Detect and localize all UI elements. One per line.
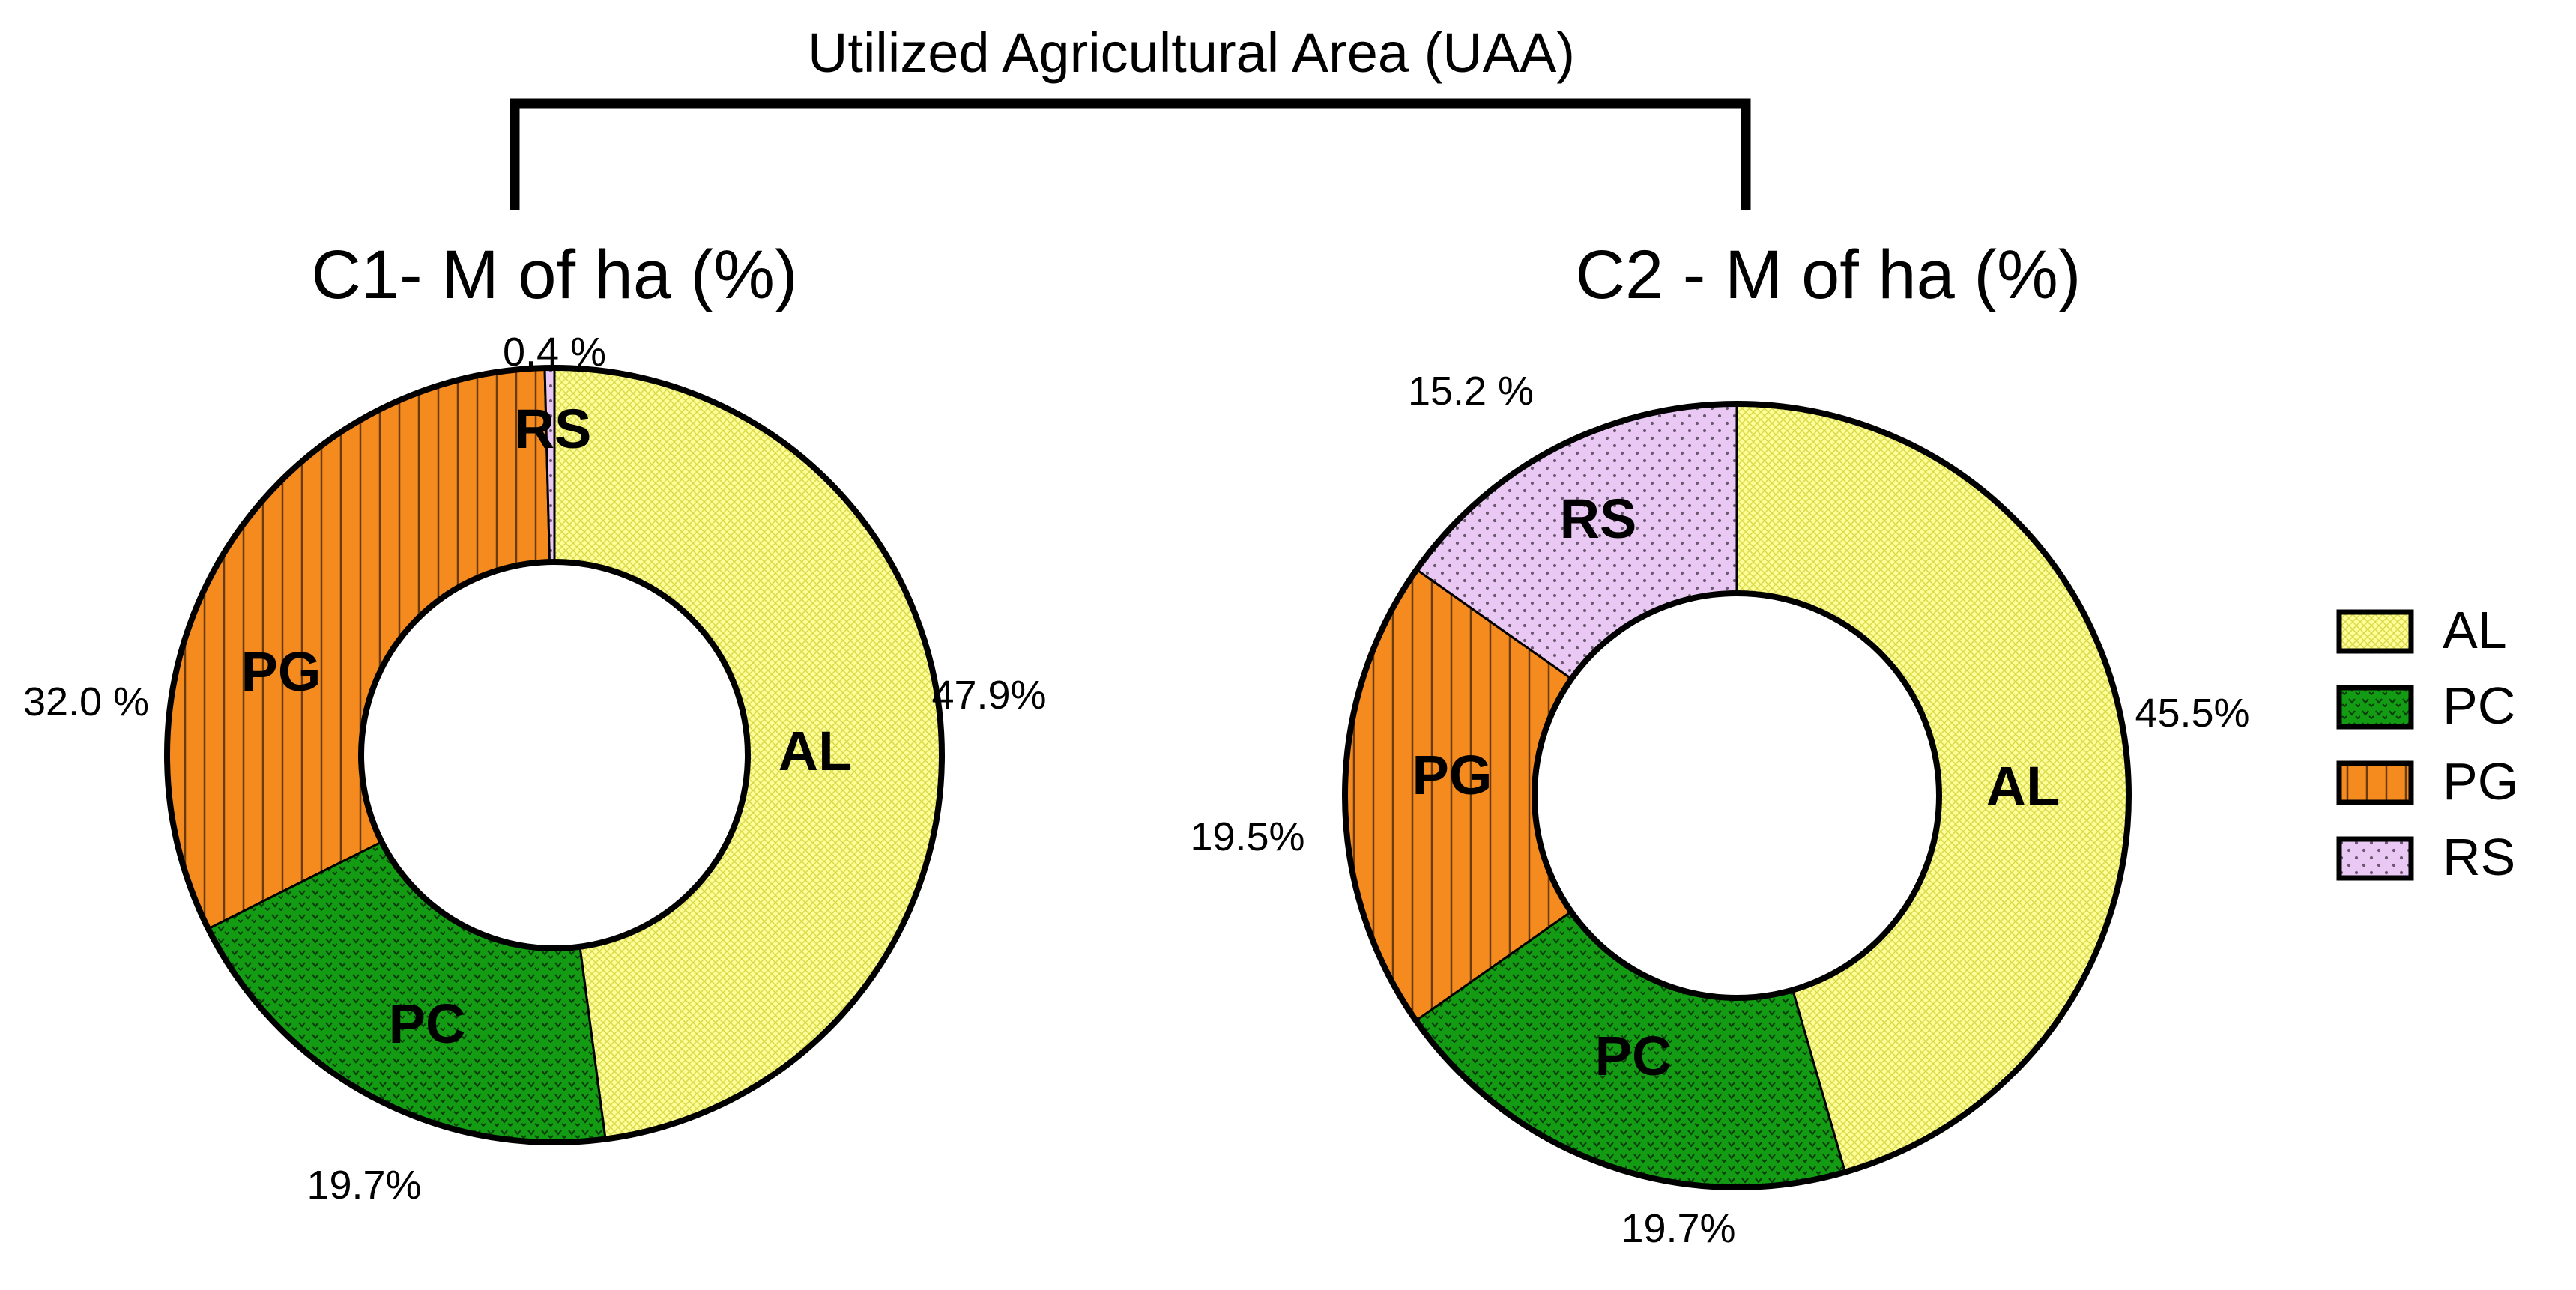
chart-c1-value-label-pg: 32.0 % — [23, 679, 149, 724]
chart-c1-segment-label-rs: RS — [515, 398, 592, 460]
legend-swatch-pc — [2336, 685, 2414, 730]
chart-c1-segment-label-pg: PG — [241, 641, 321, 703]
chart-c2-segment-label-pc: PC — [1595, 1025, 1672, 1087]
legend-label-al: AL — [2443, 601, 2507, 659]
legend-label-rs: RS — [2443, 828, 2515, 886]
chart-c2-slices — [1342, 401, 2132, 1190]
legend-label-pc: PC — [2443, 676, 2515, 735]
legend: AL PC PG RS — [2336, 601, 2518, 886]
chart-c2-value-label-al: 45.5% — [2135, 691, 2249, 736]
legend-label-pg: PG — [2443, 752, 2518, 811]
chart-c2-labels: 45.5% AL 19.7% PC 19.5% PG 15.2 % RS — [1190, 369, 2249, 1251]
chart-c1-title: C1- M of ha (%) — [311, 237, 797, 313]
chart-c2-value-label-pg: 19.5% — [1190, 814, 1304, 859]
chart-c2-segment-label-pg: PG — [1412, 744, 1493, 806]
chart-c1-inner-ring — [358, 559, 751, 951]
chart-c1-segment-label-pc: PC — [389, 993, 466, 1055]
chart-c1-value-label-rs: 0.4 % — [503, 330, 606, 375]
chart-c2-value-label-rs: 15.2 % — [1408, 369, 1534, 414]
chart-c2-segment-label-al: AL — [1986, 755, 2061, 817]
chart-c2-outer-ring — [1342, 401, 2132, 1190]
chart-c2-inner-ring — [1532, 590, 1942, 1001]
chart-c1-value-label-al: 47.9% — [931, 673, 1046, 718]
chart-c2-value-label-pc: 19.7% — [1621, 1206, 1735, 1251]
chart-c1: C1- M of ha (%) 47.9% AL 19.7% PC 32.0 % PG 0.… — [23, 237, 1047, 1208]
chart-c2-segment-label-rs: RS — [1560, 488, 1637, 550]
chart-c1-outer-ring — [164, 365, 945, 1145]
chart-c2-title: C2 - M of ha (%) — [1576, 237, 2081, 313]
chart-c1-slices — [164, 365, 945, 1145]
legend-swatch-rs — [2336, 836, 2414, 881]
chart-c1-segment-label-al: AL — [778, 720, 853, 782]
super-title: Utilized Agricultural Area (UAA) — [808, 22, 1575, 84]
uaa-bracket — [510, 98, 1751, 210]
legend-swatch-pg — [2336, 760, 2414, 805]
legend-swatch-al — [2336, 609, 2414, 654]
chart-c2: C2 - M of ha (%) 45.5% AL 19.7% PC 19.5% PG 15… — [1190, 237, 2249, 1251]
chart-c1-value-label-pc: 19.7% — [306, 1163, 421, 1208]
chart-c1-labels: 47.9% AL 19.7% PC 32.0 % PG 0.4 % RS — [23, 330, 1047, 1208]
